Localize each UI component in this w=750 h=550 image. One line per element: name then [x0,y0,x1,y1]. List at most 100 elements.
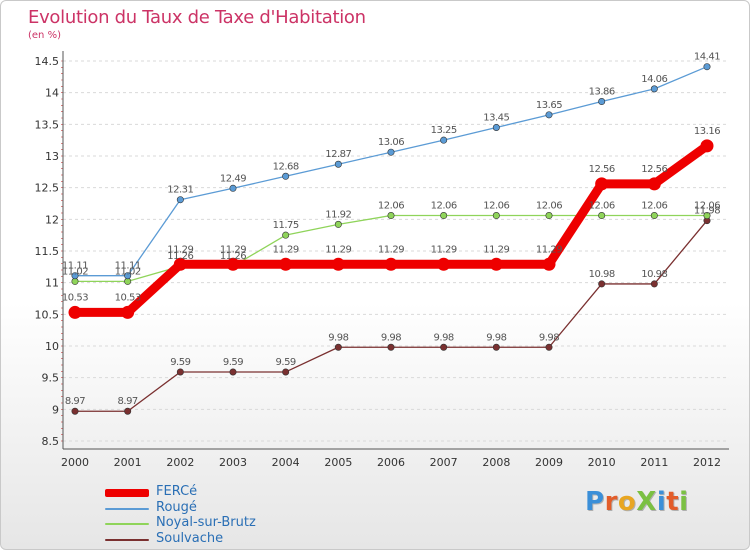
data-label: 13.06 [378,137,404,148]
series-noyal-sur-brutz [71,212,711,285]
data-point [492,212,500,220]
data-point [282,231,290,239]
data-point [598,212,606,220]
x-tick-label: 2002 [166,456,194,469]
data-point [489,257,503,271]
data-label: 10.53 [62,292,88,303]
data-point [703,63,711,71]
data-label: 9.98 [381,332,401,343]
x-tick-label: 2011 [640,456,668,469]
series-ferc- [68,139,714,319]
x-tick-label: 2006 [377,456,405,469]
data-label: 11.92 [325,209,351,220]
legend-swatch [105,507,149,510]
data-point [492,343,500,351]
data-label: 11.29 [325,244,351,255]
data-point [124,272,132,280]
x-tick-label: 2010 [588,456,616,469]
logo-letter: P [585,487,605,517]
legend-label: Soulvache [156,530,224,546]
data-label: 11.98 [694,206,720,217]
data-label: 11.29 [536,244,562,255]
x-tick-label: 2001 [114,456,142,469]
data-point [650,85,658,93]
data-label: 11.29 [431,244,457,255]
data-label: 12.31 [167,185,193,196]
data-label: 14.06 [641,74,667,85]
data-point [71,407,79,415]
logo-letter: t [666,487,680,517]
data-point [387,212,395,220]
data-point [68,305,82,319]
data-label: 11.29 [273,244,299,255]
x-tick-label: 2004 [272,456,300,469]
x-tick-label: 2009 [535,456,563,469]
data-label: 13.45 [483,113,509,124]
x-tick-label: 2005 [324,456,352,469]
data-point [121,305,135,319]
logo-letter: o [617,487,637,517]
data-label: 11.29 [378,244,404,255]
data-label: 14.41 [694,52,720,63]
data-point [71,272,79,280]
data-point [440,343,448,351]
y-tick-label: 13 [45,150,59,163]
data-point [334,220,342,228]
data-point [598,98,606,106]
data-label: 12.06 [536,201,562,212]
data-label: 13.86 [589,87,615,98]
data-label: 8.97 [118,396,138,407]
data-point [545,343,553,351]
data-point [173,257,187,271]
y-tick-label: 11 [45,277,59,290]
data-point [124,407,132,415]
data-label: 12.56 [589,164,615,175]
data-label: 10.98 [641,269,667,280]
data-point [334,343,342,351]
data-label: 11.26 [167,251,193,262]
legend-label: Rougé [156,499,197,515]
data-point [331,257,345,271]
x-tick-label: 2007 [430,456,458,469]
data-label: 13.16 [694,126,720,137]
data-label: 11.29 [220,244,246,255]
data-label: 9.59 [170,357,190,368]
legend-label: Noyal-sur-Brutz [156,515,256,530]
y-tick-label: 14 [45,87,59,100]
data-point [229,368,237,376]
y-tick-label: 12.5 [35,182,60,195]
data-label: 11.29 [167,244,193,255]
data-label: 11.11 [62,261,88,272]
x-tick-label: 2012 [693,456,721,469]
legend-swatch [105,538,149,541]
data-label: 9.98 [539,332,559,343]
data-label: 9.98 [328,332,348,343]
data-label: 12.06 [483,201,509,212]
x-tick-label: 2008 [482,456,510,469]
data-label: 12.06 [431,201,457,212]
y-tick-label: 14.5 [35,55,60,68]
data-label: 11.02 [62,266,88,277]
proxiti-logo: ProXiti [585,487,689,517]
data-label: 8.97 [65,396,85,407]
y-tick-label: 10 [45,340,59,353]
data-point [176,196,184,204]
data-point [647,177,661,191]
data-label: 12.56 [641,164,667,175]
data-label: 13.25 [431,125,457,136]
y-tick-label: 9 [52,403,59,416]
data-point [440,212,448,220]
data-label: 10.53 [115,292,141,303]
data-point [700,139,714,153]
data-label: 11.26 [220,251,246,262]
data-label: 11.75 [273,220,299,231]
series-soulvache [71,217,711,415]
data-point [492,124,500,132]
data-point [176,368,184,376]
data-label: 12.06 [589,201,615,212]
y-tick-label: 9.5 [42,372,60,385]
y-tick-label: 8.5 [42,435,60,448]
data-point [440,136,448,144]
